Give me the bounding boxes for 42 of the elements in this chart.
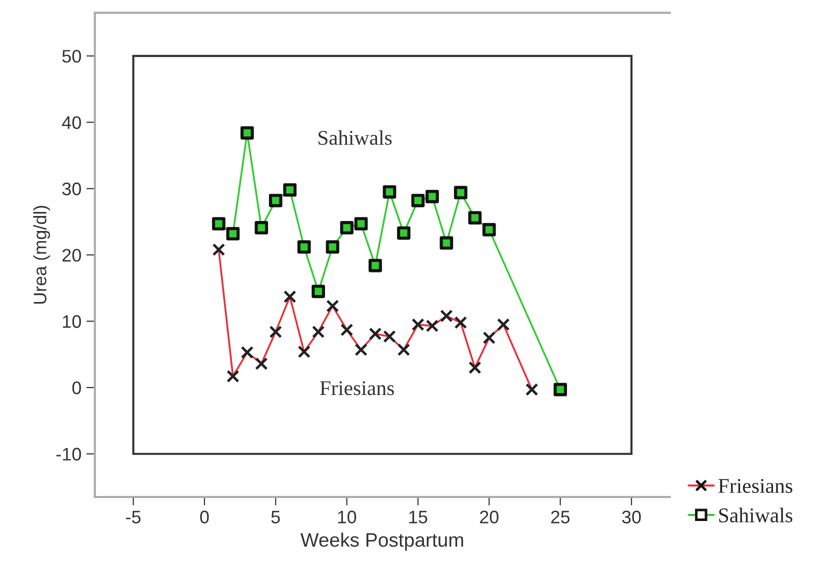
y-tick-label: 50 xyxy=(62,50,81,63)
y-tick-label: 10 xyxy=(62,315,81,328)
y-tick-label: 30 xyxy=(62,182,81,196)
point xyxy=(226,227,240,240)
point xyxy=(340,221,354,234)
point xyxy=(312,284,326,298)
x-tick-label: 5 xyxy=(271,510,280,524)
x-tick-label: 15 xyxy=(409,510,428,524)
y-tick-label: 0 xyxy=(72,381,81,394)
point xyxy=(254,221,268,234)
point xyxy=(468,211,482,224)
point xyxy=(212,217,226,230)
point xyxy=(440,236,454,250)
y-tick-label: -10 xyxy=(56,448,81,461)
x-tick-label: 10 xyxy=(338,510,356,524)
x-tick-label: 20 xyxy=(480,510,498,524)
annotation: Sahiwals xyxy=(318,130,392,145)
point xyxy=(283,183,297,197)
point xyxy=(354,217,368,230)
y-axis-title: Urea (mg/dl) xyxy=(33,206,50,304)
x-axis-title: Weeks Postpartum xyxy=(300,532,464,551)
point xyxy=(326,240,340,254)
point xyxy=(397,226,410,240)
point xyxy=(411,194,425,208)
point xyxy=(482,223,496,236)
annotation: Friesians xyxy=(320,381,394,396)
legend-label: Sahiwals xyxy=(719,508,792,522)
point xyxy=(554,382,567,396)
point xyxy=(297,240,311,254)
point xyxy=(268,194,282,208)
point xyxy=(382,185,396,199)
y-tick-label: 40 xyxy=(62,116,81,129)
x-tick-label: 0 xyxy=(200,510,209,524)
point xyxy=(426,190,439,204)
x-tick-label: -5 xyxy=(126,510,141,524)
point xyxy=(240,126,254,140)
legend-label: Friesians xyxy=(718,478,792,493)
y-tick-label: 20 xyxy=(62,248,81,262)
x-tick-label: 25 xyxy=(551,510,570,524)
point xyxy=(454,186,468,200)
point xyxy=(368,258,382,272)
x-tick-label: 30 xyxy=(622,510,641,524)
